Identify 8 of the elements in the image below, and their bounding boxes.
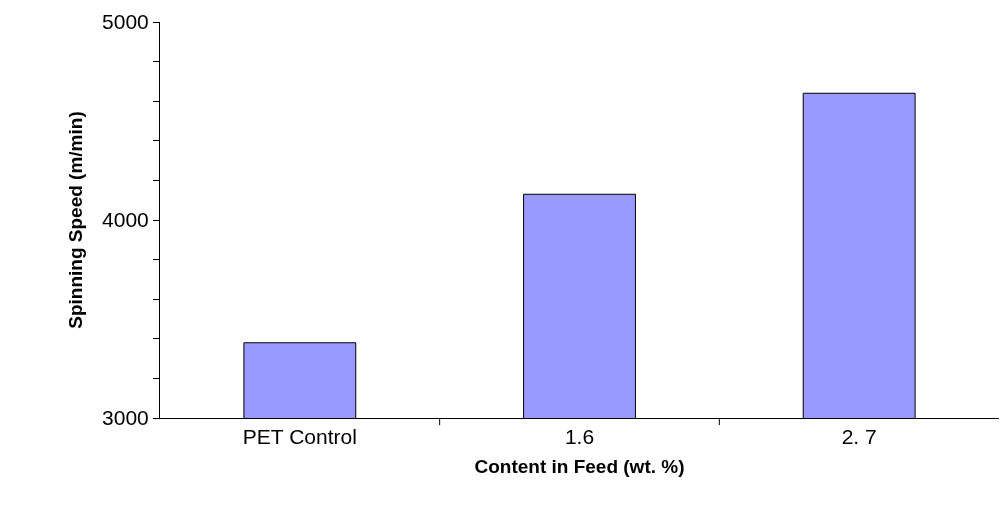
x-axis-title: Content in Feed (wt. %): [474, 456, 685, 477]
x-tick-label: 1.6: [564, 425, 595, 449]
y-axis-title: Spinning Speed (m/min): [64, 111, 86, 329]
y-tick-label: 5000: [102, 10, 149, 34]
x-tick-label: PET Control: [242, 425, 357, 449]
y-tick-label: 3000: [102, 406, 149, 430]
y-tick-label: 4000: [102, 208, 149, 232]
x-tick-label: 2. 7: [841, 425, 877, 449]
